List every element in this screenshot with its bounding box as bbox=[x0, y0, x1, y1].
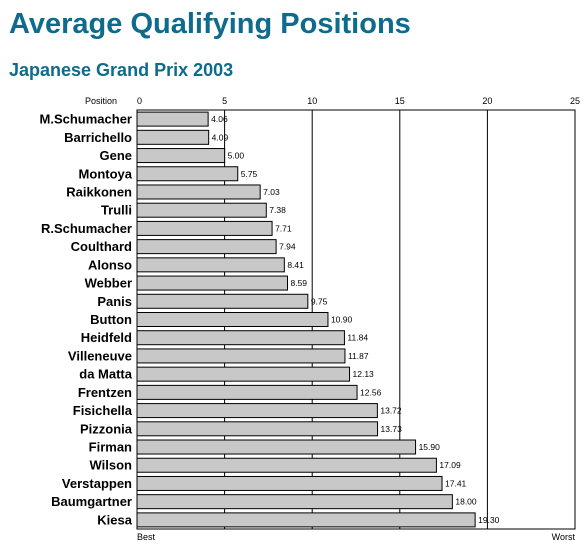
data-label: 5.00 bbox=[228, 151, 245, 161]
bar bbox=[136, 403, 378, 419]
category-label: M.Schumacher bbox=[40, 112, 132, 127]
category-label: Alonso bbox=[88, 257, 132, 272]
data-label: 13.72 bbox=[380, 406, 402, 416]
chart-title: Average Qualifying Positions bbox=[9, 8, 411, 40]
category-label: Baumgartner bbox=[51, 494, 132, 509]
category-label: Verstappen bbox=[62, 476, 132, 491]
bar bbox=[136, 257, 285, 273]
data-label: 11.84 bbox=[347, 333, 368, 343]
bar bbox=[136, 312, 329, 327]
category-label: Wilson bbox=[90, 458, 133, 473]
data-label: 8.59 bbox=[290, 278, 307, 288]
data-label: 12.56 bbox=[360, 387, 382, 397]
data-label: 9.75 bbox=[311, 296, 328, 306]
bar bbox=[136, 184, 261, 200]
bar bbox=[136, 366, 351, 382]
chart-subtitle: Japanese Grand Prix 2003 bbox=[9, 60, 234, 80]
category-label: Panis bbox=[97, 294, 132, 309]
category-label: Coulthard bbox=[71, 239, 132, 254]
category-label: R.Schumacher bbox=[41, 221, 132, 236]
bar bbox=[136, 348, 346, 364]
data-label: 8.41 bbox=[287, 260, 304, 270]
data-label: 7.38 bbox=[269, 205, 286, 215]
x-tick-label: 5 bbox=[222, 96, 227, 106]
bar bbox=[136, 494, 453, 510]
bar bbox=[136, 384, 358, 400]
category-label: Raikkonen bbox=[66, 184, 132, 199]
bar bbox=[136, 275, 288, 291]
data-label: 17.09 bbox=[439, 460, 461, 470]
bar bbox=[136, 475, 443, 491]
category-label: Heidfeld bbox=[81, 330, 132, 345]
category-label: Frentzen bbox=[78, 385, 132, 400]
data-label: 10.90 bbox=[331, 315, 353, 325]
category-label: Villeneuve bbox=[68, 348, 132, 363]
x-tick-label: 25 bbox=[570, 96, 580, 106]
x-axis-label: Position bbox=[85, 96, 117, 106]
bar bbox=[136, 293, 309, 309]
data-label: 7.94 bbox=[279, 242, 296, 252]
category-label: Button bbox=[90, 312, 132, 327]
bar bbox=[136, 330, 345, 346]
data-label: 17.41 bbox=[445, 478, 467, 488]
bar bbox=[136, 220, 273, 236]
category-label: Fisichella bbox=[73, 403, 133, 418]
data-label: 18.00 bbox=[455, 497, 477, 507]
category-label: Webber bbox=[85, 276, 132, 291]
category-label: Firman bbox=[89, 440, 132, 455]
bar bbox=[136, 129, 210, 145]
data-label: 11.87 bbox=[348, 351, 369, 361]
category-label: Gene bbox=[99, 148, 132, 163]
bar bbox=[136, 166, 239, 182]
bar bbox=[136, 239, 277, 255]
data-label: 12.13 bbox=[353, 369, 375, 379]
bar bbox=[136, 457, 437, 473]
data-label: 15.90 bbox=[419, 442, 441, 452]
data-label: 4.06 bbox=[211, 114, 228, 124]
data-label: 7.71 bbox=[275, 223, 292, 233]
data-label: 13.73 bbox=[381, 424, 403, 434]
x-tick-label: 10 bbox=[307, 96, 317, 106]
x-min-label: Best bbox=[137, 532, 156, 542]
data-label: 5.75 bbox=[241, 169, 258, 179]
data-label: 19.30 bbox=[478, 515, 500, 525]
bar bbox=[136, 148, 226, 164]
category-label: Trulli bbox=[101, 203, 132, 218]
x-tick-label: 20 bbox=[482, 96, 492, 106]
bar bbox=[136, 421, 379, 437]
bar bbox=[136, 202, 267, 218]
category-label: Barrichello bbox=[64, 130, 132, 145]
data-label: 4.09 bbox=[212, 132, 229, 142]
category-label: Pizzonia bbox=[80, 421, 133, 436]
category-label: Kiesa bbox=[97, 512, 132, 527]
x-max-label: Worst bbox=[552, 532, 576, 542]
category-label: Montoya bbox=[79, 166, 133, 181]
x-tick-label: 15 bbox=[395, 96, 405, 106]
bar bbox=[136, 439, 417, 455]
category-label: da Matta bbox=[79, 367, 133, 382]
bar bbox=[136, 111, 209, 127]
bar bbox=[136, 512, 476, 528]
data-label: 7.03 bbox=[263, 187, 280, 197]
x-tick-label: 0 bbox=[137, 96, 142, 106]
